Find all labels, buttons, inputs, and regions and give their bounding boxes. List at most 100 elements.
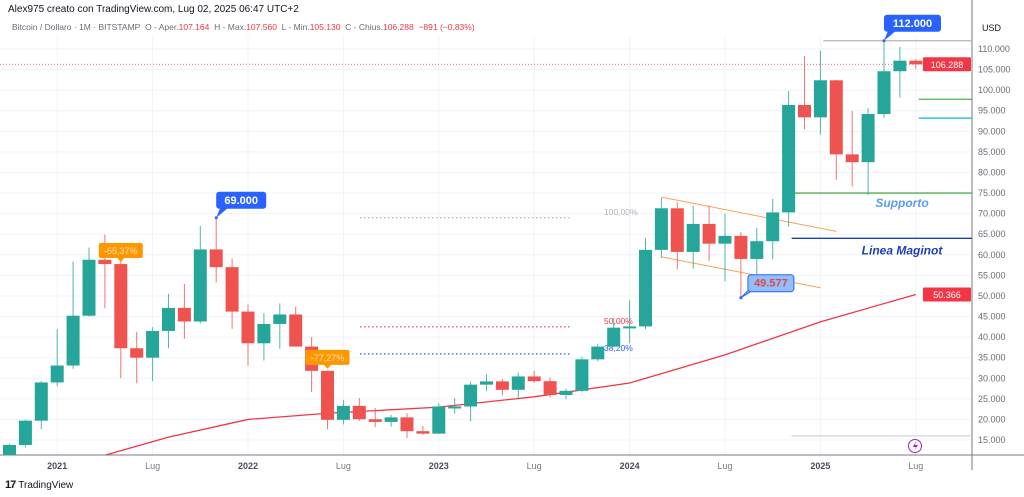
candle-body <box>495 381 509 390</box>
time-tick-label: 2023 <box>429 461 449 471</box>
candle-body <box>670 208 684 252</box>
candle-body <box>639 249 652 327</box>
symbol-name[interactable]: Bitcoin / Dollaro · 1M · BITSTAMP <box>12 22 141 32</box>
candle-body <box>225 267 239 312</box>
candle-body <box>34 382 48 421</box>
last-price-tag-box <box>923 57 971 72</box>
price-tick-label: 75.000 <box>978 188 1006 198</box>
callout-pointer <box>216 207 229 218</box>
price-tick-label: 45.000 <box>978 312 1006 322</box>
callout-label: 112.000 <box>893 18 932 30</box>
time-tick-label: Lug <box>145 461 160 471</box>
candle-body <box>3 444 16 455</box>
fib-level-label: 38,20% <box>604 343 633 353</box>
candle-body <box>623 326 637 329</box>
drawdown-label-box <box>98 243 143 259</box>
drawdown-label-pointer <box>323 364 332 369</box>
price-tick-label: 50.000 <box>978 291 1006 301</box>
open-label: O - Aper. <box>145 22 179 32</box>
high-label: H - Max. <box>214 22 247 32</box>
low-label: L - Min. <box>281 22 310 32</box>
candle-body <box>782 104 796 213</box>
callout-box <box>747 274 795 293</box>
price-tick-label: 65.000 <box>978 229 1006 239</box>
candle-body <box>798 104 811 118</box>
ma-value-tag-box <box>923 287 971 302</box>
tradingview-logo-icon: 17 <box>5 479 16 491</box>
price-tick-label: 30.000 <box>978 373 1006 383</box>
candle-body <box>464 384 478 407</box>
price-tick-label: 105.000 <box>978 65 1011 75</box>
candle-body <box>66 315 80 366</box>
candle-body <box>368 419 382 422</box>
candle-body <box>289 314 303 347</box>
candle-body <box>766 212 780 242</box>
candle-body <box>893 60 907 72</box>
candle-body <box>162 307 175 331</box>
candle-body <box>702 223 716 244</box>
fib-level-label: 100,00% <box>604 207 638 217</box>
price-tick-label: 110.000 <box>978 44 1010 54</box>
ma-value-tag: 50.366 <box>933 290 961 300</box>
candle-body <box>18 420 32 445</box>
candle-body <box>114 264 128 349</box>
candle-body <box>50 365 64 383</box>
time-tick-label: Lug <box>717 461 732 471</box>
last-price-tag: 106.288 <box>931 60 964 70</box>
close-label: C - Chius. <box>345 22 383 32</box>
candle-body <box>257 323 271 344</box>
time-tick-label: Lug <box>336 461 351 471</box>
candle-body <box>877 71 891 115</box>
moving-average-line <box>104 293 916 455</box>
callout-label: 69.000 <box>224 195 258 207</box>
candle-body <box>336 405 350 420</box>
callout-box <box>216 191 267 209</box>
candle-body <box>193 249 207 322</box>
candle-body <box>654 208 668 250</box>
candle-body <box>98 259 112 265</box>
candle-body <box>432 406 446 434</box>
currency-label: USD <box>982 23 1002 33</box>
callout-pointer <box>884 30 896 41</box>
candle-body <box>448 406 462 409</box>
close-value: 106.288 <box>382 22 414 32</box>
price-tick-label: 100.000 <box>978 85 1011 95</box>
level-label: Supporto <box>875 196 928 210</box>
time-tick-label: Lug <box>527 461 542 471</box>
candle-body <box>686 223 700 252</box>
candle-body <box>82 259 96 316</box>
fib-level-label: 50,00% <box>604 316 633 326</box>
price-tick-label: 25.000 <box>978 394 1006 404</box>
price-tick-label: 15.000 <box>978 435 1006 445</box>
candle-body <box>400 417 414 432</box>
price-tick-label: 80.000 <box>978 167 1006 177</box>
candle-body <box>813 80 827 118</box>
candle-body <box>607 327 621 347</box>
price-tick-label: 95.000 <box>978 106 1006 116</box>
drawdown-label: -55,37% <box>104 246 138 256</box>
tradingview-footer[interactable]: 17 TradingView <box>5 479 73 491</box>
candle-body <box>829 80 843 155</box>
price-tick-label: 35.000 <box>978 353 1006 363</box>
symbol-legend: Bitcoin / Dollaro · 1M · BITSTAMP O - Ap… <box>12 22 475 32</box>
candle-body <box>845 154 859 163</box>
callout-box <box>884 14 941 32</box>
time-tick-label: 2022 <box>238 461 258 471</box>
candle-body <box>575 359 589 391</box>
candle-body <box>559 390 573 395</box>
time-tick-label: 2021 <box>47 461 67 471</box>
time-tick-label: Lug <box>908 461 923 471</box>
drawdown-label: -77,27% <box>311 353 345 363</box>
price-tick-label: 60.000 <box>978 250 1006 260</box>
lightning-bolt-icon <box>913 441 918 451</box>
candle-body <box>321 370 334 420</box>
time-tick-label: 2025 <box>810 461 830 471</box>
candle-body <box>734 235 748 259</box>
price-tick-label: 90.000 <box>978 126 1006 136</box>
candle-body <box>352 405 366 420</box>
candle-body <box>750 241 764 259</box>
candle-body <box>480 381 493 385</box>
candle-body <box>209 249 223 268</box>
candle-body <box>909 60 923 65</box>
